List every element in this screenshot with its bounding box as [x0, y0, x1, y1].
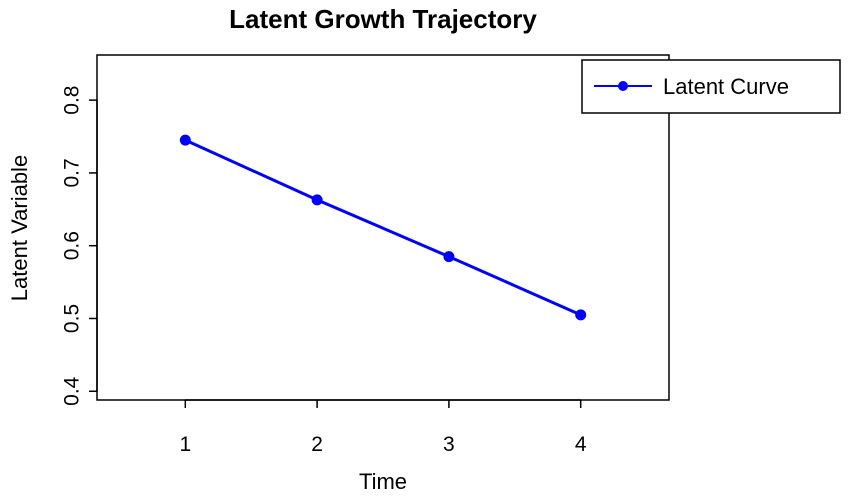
- data-point: [179, 134, 191, 146]
- data-point: [575, 309, 587, 321]
- y-axis: 0.4 0.5 0.6 0.7 0.8: [60, 86, 98, 406]
- y-tick-label: 0.5: [60, 304, 83, 333]
- x-tick-label: 1: [179, 433, 191, 456]
- y-tick-label: 0.7: [60, 158, 83, 187]
- y-tick-label: 0.6: [60, 231, 83, 260]
- y-axis-label: Latent Variable: [7, 155, 32, 301]
- x-tick-label: 4: [575, 433, 587, 456]
- chart-title: Latent Growth Trajectory: [229, 4, 537, 34]
- legend-label: Latent Curve: [663, 74, 789, 99]
- y-tick-label: 0.4: [60, 376, 83, 406]
- series-layer: [179, 134, 587, 321]
- y-tick-label: 0.8: [60, 86, 83, 115]
- series-line: [184, 138, 582, 317]
- data-point: [311, 194, 323, 206]
- data-point: [443, 251, 455, 263]
- legend: Latent Curve: [581, 59, 841, 114]
- legend-marker-swatch: [618, 81, 628, 91]
- x-axis-label: Time: [359, 469, 407, 494]
- x-tick-label: 3: [443, 433, 455, 456]
- x-axis: 1 2 3 4: [179, 399, 587, 456]
- x-tick-label: 2: [311, 433, 323, 456]
